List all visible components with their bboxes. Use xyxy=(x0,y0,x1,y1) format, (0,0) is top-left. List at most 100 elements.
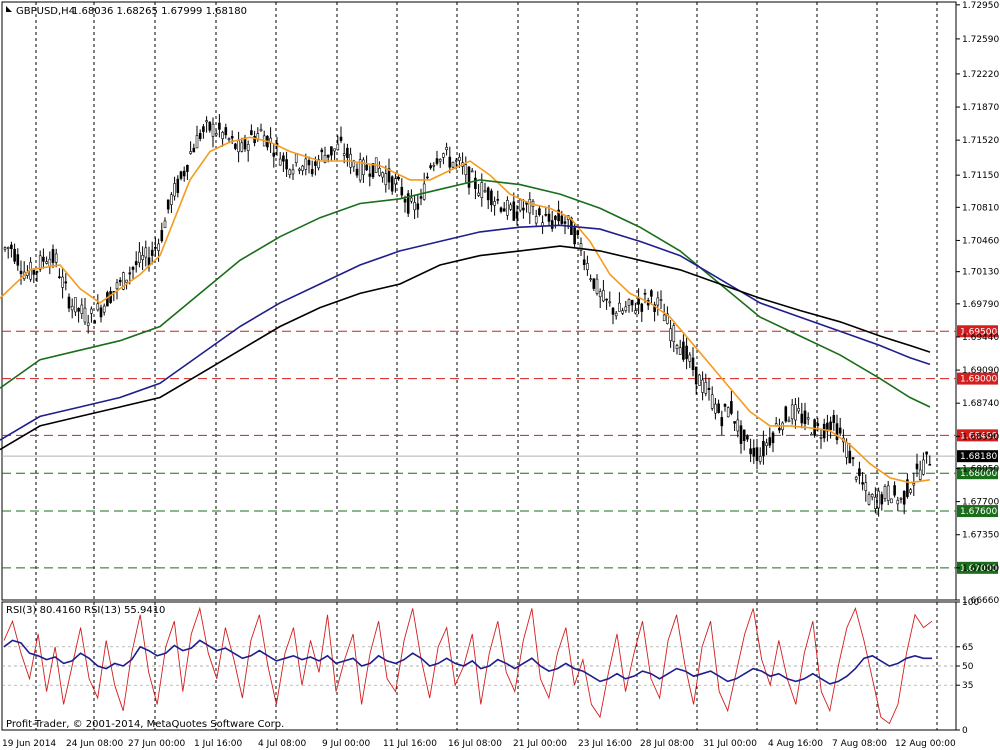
candle-body xyxy=(771,432,775,444)
candle-body xyxy=(739,425,743,444)
candle-body xyxy=(115,282,119,290)
candle-body xyxy=(506,200,509,216)
candle-body xyxy=(557,209,560,222)
candle-body xyxy=(371,163,375,178)
candle-body xyxy=(35,271,39,273)
candle-body xyxy=(550,220,554,229)
time-gridlines xyxy=(35,2,938,730)
candle-body xyxy=(205,120,208,123)
candle-body xyxy=(74,297,77,313)
candle-body xyxy=(544,214,548,216)
time-label: 9 Jul 00:00 xyxy=(322,739,371,749)
candle-body xyxy=(522,207,525,211)
candle-body xyxy=(678,347,682,355)
price-tick-label: 1.70810 xyxy=(962,203,999,213)
candle-body xyxy=(470,170,474,173)
candle-body xyxy=(346,147,349,158)
candle-body xyxy=(426,176,429,179)
candle-body xyxy=(614,312,618,317)
price-tick-label: 1.68740 xyxy=(962,399,999,409)
candle-body xyxy=(362,159,365,175)
candle-body xyxy=(794,404,797,421)
rsi-indicator xyxy=(2,606,956,725)
candle-body xyxy=(397,177,400,180)
candle-body xyxy=(122,272,125,290)
candle-body xyxy=(621,310,624,314)
symbol-label: GBPUSD,H4 xyxy=(16,6,75,17)
candle-body xyxy=(710,394,714,409)
candle-body xyxy=(896,499,900,505)
level-tag xyxy=(957,372,998,385)
candle-body xyxy=(650,290,653,297)
candle-body xyxy=(282,155,285,162)
candle-body xyxy=(83,307,87,323)
candle-body xyxy=(902,490,906,505)
candle-body xyxy=(394,178,397,185)
time-label: 16 Jul 08:00 xyxy=(448,739,502,749)
candle-body xyxy=(378,168,381,176)
price-tick-label: 1.69090 xyxy=(962,366,999,376)
candle-body xyxy=(474,177,477,189)
time-label: 24 Jun 08:00 xyxy=(66,739,123,749)
candle-body xyxy=(416,203,420,210)
candle-body xyxy=(118,279,122,283)
candle-body xyxy=(598,291,602,298)
candle-body xyxy=(912,483,916,486)
candle-body xyxy=(253,136,256,144)
candle-body xyxy=(608,301,612,304)
price-panel-frame xyxy=(1,1,957,601)
candle-body xyxy=(723,403,727,407)
candle-body xyxy=(298,168,301,171)
candle-body xyxy=(592,278,596,289)
candle-body xyxy=(880,494,884,505)
price-tick-label: 1.68050 xyxy=(962,464,999,474)
price-tick-label: 1.72220 xyxy=(962,70,999,80)
candle-body xyxy=(848,450,852,464)
candle-body xyxy=(3,247,7,250)
moving-average-line xyxy=(0,179,931,408)
candle-body xyxy=(179,171,183,179)
time-label: 28 Jul 08:00 xyxy=(640,739,694,749)
candle-body xyxy=(125,279,128,283)
candle-body xyxy=(717,403,720,413)
candle-body xyxy=(304,158,308,170)
candle-body xyxy=(451,161,455,168)
candle-body xyxy=(141,255,144,260)
collapse-triangle-icon[interactable] xyxy=(6,6,12,12)
candle-body xyxy=(762,440,765,457)
candle-body xyxy=(797,408,800,412)
rsi-tick-label: 100 xyxy=(962,598,979,608)
candle-body xyxy=(602,290,605,302)
time-label: 12 Aug 00:00 xyxy=(895,739,956,749)
candle-body xyxy=(291,169,295,175)
candle-body xyxy=(464,164,468,175)
level-tag-label: 1.68000 xyxy=(960,469,997,479)
candle-body xyxy=(634,310,637,314)
candle-body xyxy=(486,187,490,201)
moving-average-line xyxy=(0,224,931,441)
candle-body xyxy=(410,197,413,202)
candle-body xyxy=(493,201,496,206)
candle-body xyxy=(422,183,426,200)
level-tag-label: 1.69500 xyxy=(960,327,997,337)
candle-body xyxy=(666,313,669,324)
moving-average-line xyxy=(0,136,931,484)
candle-body xyxy=(643,292,647,295)
candle-body xyxy=(173,183,176,197)
candle-body xyxy=(755,447,759,461)
candle-body xyxy=(448,156,452,168)
candle-body xyxy=(928,463,932,466)
candle-body xyxy=(195,135,199,149)
candle-body xyxy=(272,152,276,157)
candle-body xyxy=(586,263,589,270)
candle-body xyxy=(915,463,919,470)
price-tick-label: 1.70130 xyxy=(962,268,999,278)
candle-body xyxy=(355,168,359,176)
candle-body xyxy=(163,220,167,229)
candle-body xyxy=(819,436,823,439)
price-tick-label: 1.67350 xyxy=(962,531,999,541)
candle-body xyxy=(589,278,592,280)
candle-body xyxy=(518,199,522,211)
candle-body xyxy=(682,341,685,360)
